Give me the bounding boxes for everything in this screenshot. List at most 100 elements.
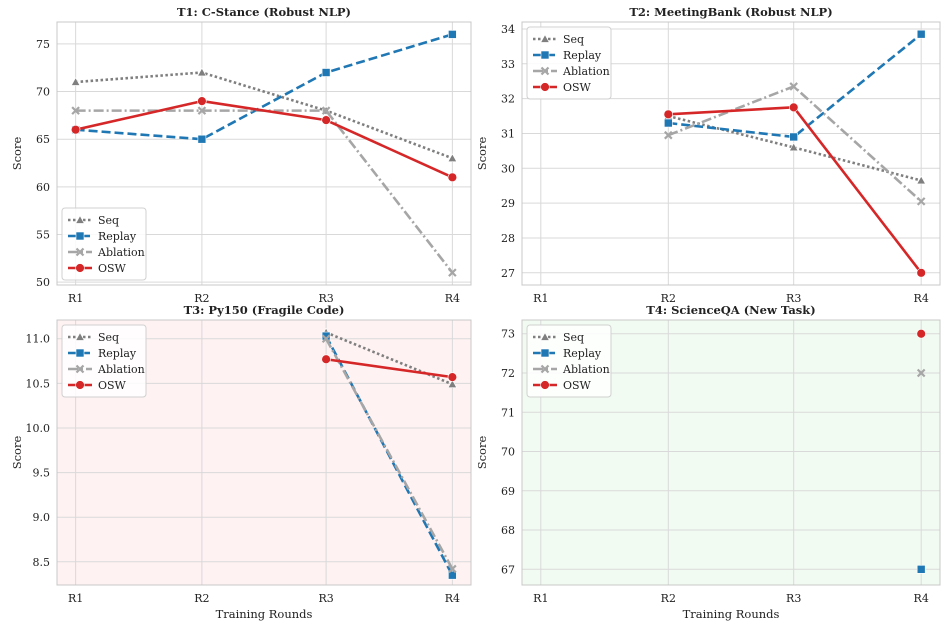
panel-2-ablation-point — [789, 82, 798, 91]
panel-1-legend: Seq Replay Ablation OSW — [61, 207, 147, 281]
panel-4-series-ablation — [916, 368, 926, 378]
panel-1-osw-point — [321, 115, 331, 125]
panel-4-ytick-label: 73 — [501, 328, 515, 341]
panel-2-replay-line — [668, 33, 923, 139]
panel-2-ytick-label: 31 — [501, 127, 515, 140]
panel-1-legend-label-ablation: Ablation — [97, 246, 145, 259]
panel-3-ytick-label: 9.5 — [33, 467, 51, 480]
panel-2-ablation-point — [916, 197, 926, 206]
panel-1-legend-marker-ablation — [75, 247, 85, 257]
panel-4-legend-marker-replay — [540, 348, 550, 358]
panel-1-replay-point — [197, 134, 207, 144]
panel-1-frame — [56, 21, 472, 286]
panel-4-series-osw — [916, 329, 926, 339]
panel-2-legend-label-ablation: Ablation — [562, 65, 610, 78]
panel-2-legend-box — [526, 26, 612, 100]
panel-2-series-osw — [663, 102, 926, 278]
panel-4-ytick-label: 68 — [501, 524, 515, 537]
panel-4-ytick-label: 71 — [501, 406, 515, 419]
panel-1-xtick-label: R3 — [318, 292, 333, 305]
panel-2-ytick-label: 28 — [501, 232, 515, 245]
panel-3-ytick-label: 11.0 — [26, 333, 51, 346]
panel-3: 8.5 9.0 9.5 10.0 10.5 11.0 R1 R2 R3 R4 T3: Py150 (… — [10, 303, 472, 621]
panel-1-xtick-label: R1 — [68, 292, 83, 305]
panel-2-legend-marker-osw — [540, 82, 550, 92]
panel-1-ablation-point — [321, 106, 331, 115]
panel-4-ytick-label: 69 — [501, 485, 515, 498]
panel-1-ablation-point — [448, 268, 457, 277]
panel-3-ytick-label: 10.5 — [26, 377, 51, 390]
panel-1-ytick-label: 60 — [36, 181, 50, 194]
panel-3-ytick-label: 10.0 — [26, 422, 51, 435]
panel-1-xtick-label: R2 — [194, 292, 209, 305]
panel-3-frame — [56, 319, 472, 586]
panel-4-ytick-label: 67 — [501, 563, 515, 576]
panel-2-seq-point — [916, 175, 926, 185]
panel-3-series-ablation — [321, 334, 457, 574]
panel-3-series-osw — [321, 354, 458, 382]
panel-1-ytick-label: 65 — [36, 133, 50, 146]
panel-2-series-replay — [663, 29, 926, 142]
panel-4-xtick-label: R2 — [661, 592, 676, 605]
panel-3-legend-label-osw: OSW — [98, 379, 127, 392]
panel-2-series-ablation — [664, 82, 926, 206]
panel-1-legend-label-seq: Seq — [98, 214, 119, 227]
panel-3-xtick-label: R1 — [68, 592, 83, 605]
panel-2-legend-label-osw: OSW — [563, 81, 592, 94]
panel-1: 50 55 60 65 70 75 R1 R2 R3 R4 T1: C-Stance (Robust… — [10, 5, 472, 305]
panel-4-legend-box — [526, 324, 612, 398]
panel-2-xtick-label: R3 — [786, 292, 801, 305]
panel-2-ytick-label: 29 — [501, 197, 515, 210]
panel-1-ablation-point — [197, 106, 207, 115]
panel-1-seq-point — [70, 77, 81, 86]
panel-2-replay-point — [663, 118, 673, 128]
panel-4-legend-marker-seq — [540, 332, 550, 341]
panel-3-legend-marker-ablation — [75, 364, 85, 374]
panel-1-ylabel: Score — [10, 137, 24, 171]
panel-4-xtick-label: R3 — [786, 592, 801, 605]
panel-2-replay-point — [916, 29, 926, 39]
panel-3-legend-label-replay: Replay — [98, 347, 137, 360]
panel-1-osw-point — [70, 124, 81, 135]
panel-4-legend-label-replay: Replay — [563, 347, 602, 360]
panel-1-replay-line — [75, 33, 453, 141]
panel-2-seq-point — [788, 142, 799, 152]
panel-1-series-osw — [70, 96, 458, 183]
panel-4-osw-point — [916, 329, 926, 339]
panel-4: 67 68 69 70 71 72 73 R1 R2 R3 R4 T4: ScienceQA (New… — [475, 303, 941, 621]
panel-3-legend: Seq Replay Ablation OSW — [61, 324, 147, 398]
panel-3-ablation-point — [321, 334, 331, 344]
panel-3-xlabel: Training Rounds — [216, 607, 313, 621]
panel-3-legend-label-seq: Seq — [98, 331, 119, 344]
panel-4-ablation-point — [916, 368, 926, 378]
panel-4-title: T4: ScienceQA (New Task) — [646, 303, 815, 317]
panel-2-xtick-label: R2 — [661, 292, 676, 305]
panel-4-legend-marker-osw — [540, 380, 550, 390]
panel-1-ytick-label: 70 — [36, 86, 50, 99]
panel-1-legend-marker-replay — [75, 231, 85, 241]
panel-4-xtick-label: R1 — [533, 592, 548, 605]
panel-1-replay-point — [321, 68, 331, 77]
panel-2: 27 28 29 30 31 32 33 34 R1 R2 R3 R4 T2: MeetingBank … — [475, 5, 941, 305]
panel-4-ytick-label: 70 — [501, 446, 515, 459]
panel-2-ablation-point — [664, 130, 673, 140]
panel-3-osw-line — [325, 357, 453, 379]
panel-3-xtick-label: R3 — [318, 592, 333, 605]
panel-2-xtick-label: R1 — [533, 292, 548, 305]
panel-3-osw-point — [447, 372, 458, 382]
panel-3-ytick-label: 9.0 — [33, 511, 51, 524]
panel-2-replay-point — [789, 132, 799, 142]
panel-1-legend-label-replay: Replay — [98, 230, 137, 243]
panel-3-legend-box — [61, 324, 147, 398]
panel-1-legend-marker-osw — [75, 263, 85, 273]
panel-2-legend-label-seq: Seq — [563, 33, 584, 46]
panel-3-replay-point — [448, 570, 457, 580]
panel-1-legend-label-osw: OSW — [98, 262, 127, 275]
panel-2-legend-marker-seq — [540, 34, 550, 43]
panel-2-xtick-label: R4 — [914, 292, 929, 305]
panel-3-legend-marker-osw — [75, 380, 85, 390]
panel-1-seq-point — [447, 153, 458, 163]
panel-1-replay-point — [448, 30, 457, 39]
panel-1-title: T1: C-Stance (Robust NLP) — [177, 5, 351, 19]
